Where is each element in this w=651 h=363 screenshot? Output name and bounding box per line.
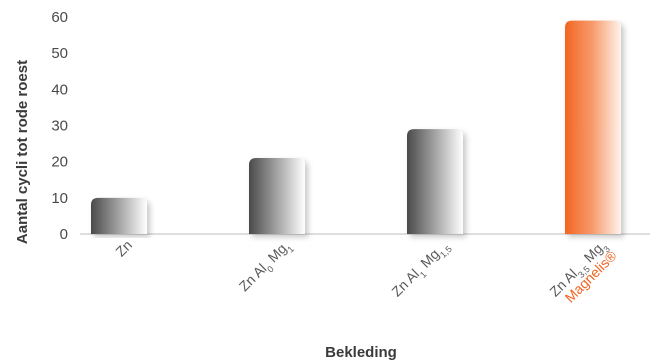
y-tick-label: 30 [51, 118, 68, 135]
y-tick-label: 20 [51, 154, 68, 171]
x-tick-label: Zn Al1 Mg1,5 [388, 237, 454, 303]
y-axis-label: Aantal cycli tot rode roest [14, 60, 31, 244]
y-tick-label: 0 [60, 226, 68, 243]
x-axis-label: Bekleding [325, 344, 397, 361]
y-axis-ticks: 0 10 20 30 40 50 60 [51, 9, 68, 243]
x-tick-label: Zn Al0 Mg1 [236, 237, 296, 297]
bar-3 [565, 20, 621, 234]
bar-0 [91, 197, 147, 234]
x-tick-label-group: Zn Al1 Mg1,5 [388, 237, 454, 303]
y-tick-label: 40 [51, 81, 68, 98]
bar-1 [249, 158, 305, 234]
y-tick-label: 60 [51, 9, 68, 26]
y-tick-label: 50 [51, 45, 68, 62]
y-tick-label: 10 [51, 190, 68, 207]
x-tick-label-group: Zn Al0 Mg1 [236, 237, 296, 297]
bars [91, 20, 621, 234]
bar-2 [407, 129, 463, 234]
x-tick-label-group: Zn [112, 237, 135, 260]
x-axis-ticks: Zn Zn Al0 Mg1 Zn Al1 Mg1,5 Zn Al3,5 Mg3Magn… [112, 237, 620, 306]
x-tick-label: Zn [112, 237, 135, 260]
